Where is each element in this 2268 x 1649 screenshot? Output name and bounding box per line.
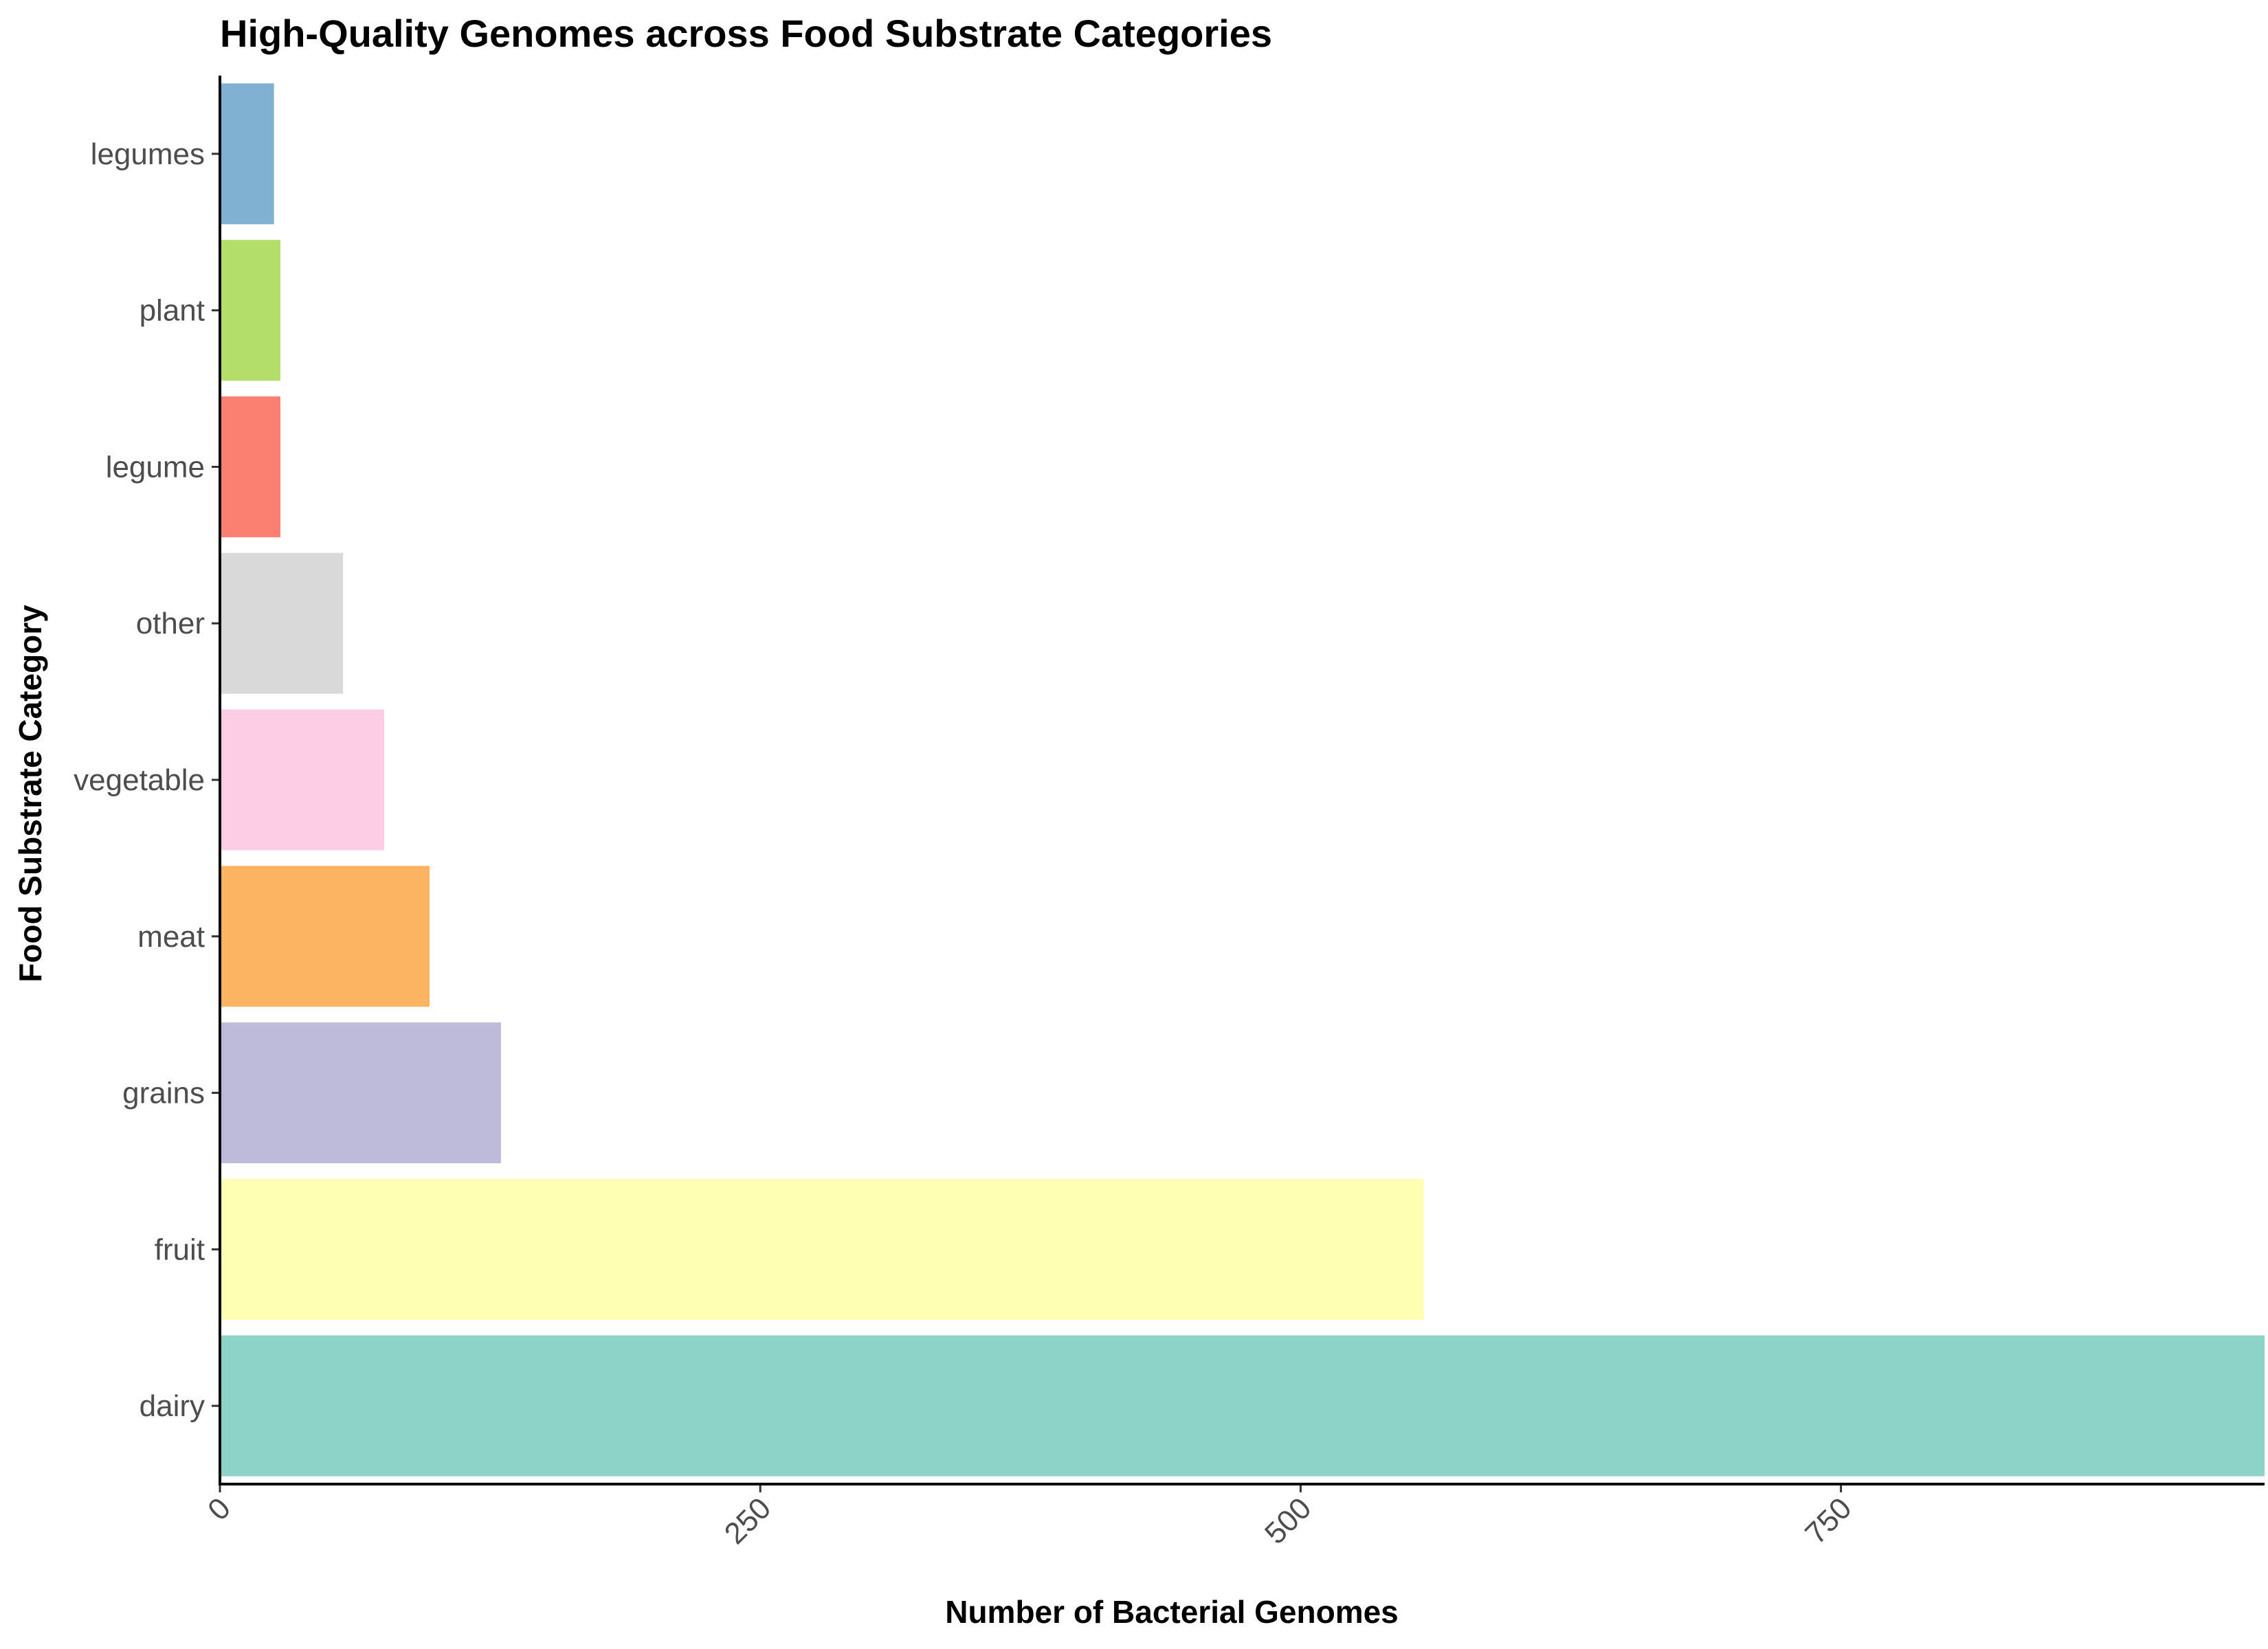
x-tick-label: 750 xyxy=(1799,1491,1858,1551)
bar-plant xyxy=(220,240,281,381)
bar-legumes xyxy=(220,83,274,225)
bar-fruit xyxy=(220,1178,1424,1320)
y-tick-label: legume xyxy=(106,450,205,484)
x-axis-title: Number of Bacterial Genomes xyxy=(945,1594,1399,1630)
bar-grains xyxy=(220,1022,501,1164)
y-axis-title: Food Substrate Category xyxy=(12,605,48,983)
bar-other xyxy=(220,552,344,694)
bar-vegetable xyxy=(220,709,385,851)
x-tick-label: 250 xyxy=(718,1491,778,1551)
y-tick-label: vegetable xyxy=(74,763,205,797)
y-tick-label: other xyxy=(136,607,205,640)
y-tick-label: legumes xyxy=(91,137,205,171)
bar-dairy xyxy=(220,1335,2265,1477)
chart-title: High-Quality Genomes across Food Substra… xyxy=(220,12,1272,55)
y-tick-label: plant xyxy=(140,294,205,328)
y-tick-label: fruit xyxy=(155,1233,205,1266)
bar-meat xyxy=(220,866,430,1007)
bar-legume xyxy=(220,396,281,537)
y-tick-label: dairy xyxy=(140,1389,205,1423)
y-tick-label: meat xyxy=(137,920,205,954)
x-tick-label: 0 xyxy=(201,1491,237,1527)
x-tick-label: 500 xyxy=(1258,1491,1318,1551)
bars-group xyxy=(220,83,2265,1477)
y-tick-label: grains xyxy=(122,1077,205,1110)
